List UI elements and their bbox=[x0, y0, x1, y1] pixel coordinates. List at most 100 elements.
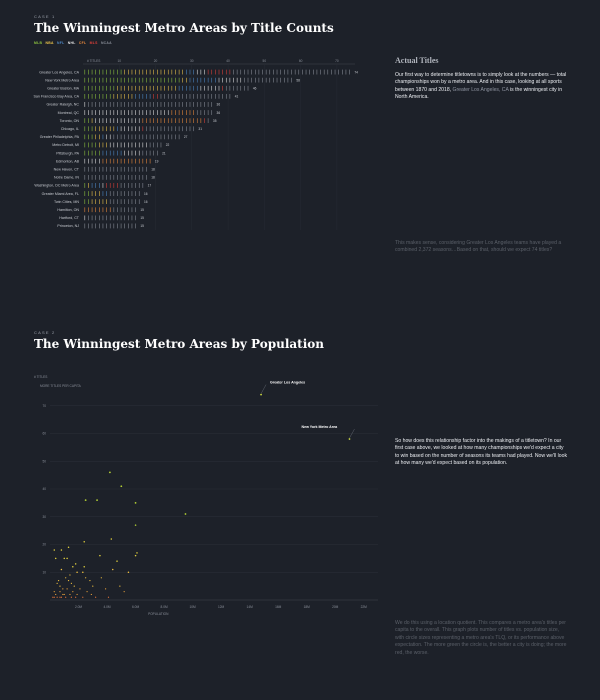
scatter-x-tick-14m: 14M bbox=[247, 605, 254, 609]
bar-x-tick-20: 20 bbox=[154, 59, 158, 63]
scatter-point bbox=[62, 593, 64, 596]
scatter-x-tick-4-0m: 4.0M bbox=[103, 605, 110, 609]
scatter-point bbox=[86, 591, 88, 593]
scatter-point bbox=[134, 554, 137, 557]
scatter-point bbox=[127, 571, 130, 573]
scatter-point bbox=[66, 557, 68, 560]
bar-category-label: Greater Raleigh, NC bbox=[46, 103, 79, 107]
scatter-point bbox=[60, 568, 63, 571]
bar-x-axis-label: # TITLES bbox=[87, 59, 100, 63]
bar-row-greater-raleigh-nc: Greater Raleigh, NC 36 bbox=[46, 102, 220, 107]
scatter-y-tick-60: 60 bbox=[42, 432, 46, 436]
scatter-point bbox=[69, 574, 71, 576]
bar-category-label: Greater Miami Area, FL bbox=[42, 192, 79, 196]
labeled-point-leader bbox=[349, 428, 355, 439]
scatter-point bbox=[83, 540, 85, 543]
scatter-point bbox=[85, 577, 87, 579]
scatter-point bbox=[52, 596, 54, 598]
scatter-point bbox=[69, 593, 71, 596]
scatter-point bbox=[63, 557, 66, 560]
scatter-point bbox=[75, 596, 77, 598]
case-1-tag: CASE 1 bbox=[34, 14, 56, 19]
bar-value-label: 17 bbox=[148, 184, 152, 188]
bar-category-label: Greater Philadelphia, PA bbox=[40, 135, 80, 139]
scatter-point bbox=[67, 579, 70, 582]
bar-value-label: 19 bbox=[155, 159, 159, 163]
scatter-point bbox=[53, 596, 55, 598]
bar-row-chicago-il: Chicago, IL 31 bbox=[61, 126, 202, 132]
labeled-point-greater-los-angeles: Greater Los Angeles bbox=[260, 381, 305, 396]
bar-row-twin-cities-mn: Twin Cities, MN 16 bbox=[54, 199, 148, 205]
scatter-x-tick-18m: 18M bbox=[304, 605, 311, 609]
scatter-point bbox=[89, 579, 91, 582]
scatter-x-tick-8-0m: 8.0M bbox=[161, 605, 168, 609]
bar-row-greater-miami-area-fl: Greater Miami Area, FL 16 bbox=[42, 191, 148, 196]
bar-value-label: 74 bbox=[354, 70, 358, 74]
scatter-point bbox=[60, 549, 63, 551]
scatter-x-tick-16m: 16M bbox=[275, 605, 282, 609]
bar-row-hartford-ct: Hartford, CT 15 bbox=[59, 215, 144, 221]
actual-titles-heading: Actual Titles bbox=[395, 56, 439, 65]
scatter-point bbox=[72, 591, 74, 593]
bar-value-label: 41 bbox=[235, 95, 239, 99]
case-1-followup: This makes sense, considering Greater Lo… bbox=[395, 240, 562, 254]
scatter-point bbox=[76, 571, 78, 573]
titles-bar-chart: # TITLES 10 20 30 40 50 60 70 Greater Los Angele… bbox=[33, 59, 358, 230]
bar-row-notre-dame-in: Notre Dame, IN 18 bbox=[54, 174, 155, 180]
bar-category-label: Greater Los Angeles, CA bbox=[39, 70, 79, 74]
scatter-point bbox=[55, 593, 57, 596]
scatter-point bbox=[120, 485, 123, 488]
bar-value-label: 58 bbox=[296, 78, 300, 82]
scatter-point bbox=[84, 499, 87, 501]
bar-category-label: Hamilton, ON bbox=[57, 208, 79, 212]
scatter-y-tick-30: 30 bbox=[42, 515, 46, 519]
bar-value-label: 16 bbox=[144, 192, 148, 196]
scatter-point bbox=[59, 585, 61, 587]
scatter-point bbox=[74, 563, 77, 565]
bar-row-toronto-on: Toronto, ON 35 bbox=[60, 118, 217, 124]
bar-category-label: Pittsburgh, PA bbox=[56, 151, 79, 155]
labeled-point-dot bbox=[348, 438, 351, 440]
legend-nfl: NFL bbox=[57, 41, 65, 45]
bar-x-tick-70: 70 bbox=[335, 59, 339, 63]
bar-row-princeton-nj: Princeton, NJ 15 bbox=[57, 223, 144, 229]
scatter-point bbox=[83, 565, 85, 568]
scatter-size-label: MORE TITLES PER CAPITA bbox=[40, 384, 82, 388]
scatter-point bbox=[70, 582, 72, 584]
scatter-y-tick-10: 10 bbox=[42, 570, 46, 574]
legend-cfl: CFL bbox=[78, 41, 87, 45]
scatter-x-tick-12m: 12M bbox=[218, 605, 225, 609]
bar-category-label: Montreal, QC bbox=[58, 111, 80, 115]
scatter-point bbox=[119, 585, 121, 587]
scatter-point bbox=[65, 577, 67, 579]
scatter-point bbox=[79, 588, 81, 590]
scatter-point bbox=[53, 591, 55, 593]
bar-row-edmonton-ab: Edmonton, AB 19 bbox=[56, 158, 159, 164]
bar-category-label: New Haven, CT bbox=[54, 167, 80, 171]
bar-x-tick-10: 10 bbox=[117, 59, 121, 63]
scatter-point bbox=[95, 596, 97, 598]
scatter-point bbox=[116, 560, 118, 562]
bar-category-label: Princeton, NJ bbox=[57, 224, 79, 228]
bar-value-label: 15 bbox=[140, 224, 144, 228]
scatter-x-tick-10m: 10M bbox=[190, 605, 197, 609]
bar-value-label: 16 bbox=[144, 200, 148, 204]
scatter-x-tick-20m: 20M bbox=[332, 605, 339, 609]
scatter-point bbox=[134, 501, 137, 504]
case-2-title: The Winningest Metro Areas by Population bbox=[34, 337, 324, 351]
scatter-point bbox=[60, 596, 63, 598]
bar-row-new-york-metro-area: New York Metro Area 58 bbox=[45, 77, 300, 83]
scatter-point bbox=[136, 552, 138, 554]
bar-value-label: 36 bbox=[217, 103, 221, 107]
scatter-y-axis-label: # TITLES bbox=[34, 375, 47, 379]
bar-row-greater-philadelphia-pa: Greater Philadelphia, PA 27 bbox=[40, 134, 188, 140]
labeled-point-leader bbox=[260, 384, 267, 394]
bar-value-label: 46 bbox=[253, 86, 257, 90]
bar-row-greater-boston-ma: Greater Boston, MA 46 bbox=[47, 85, 257, 91]
scatter-point bbox=[82, 571, 84, 573]
bar-value-label: 21 bbox=[162, 151, 166, 155]
bar-row-san-francisco-bay-area-ca: San Francisco Bay Area, CA 41 bbox=[33, 93, 239, 99]
bar-category-label: Twin Cities, MN bbox=[54, 200, 79, 204]
bar-value-label: 31 bbox=[198, 127, 202, 131]
scatter-point bbox=[100, 577, 102, 579]
